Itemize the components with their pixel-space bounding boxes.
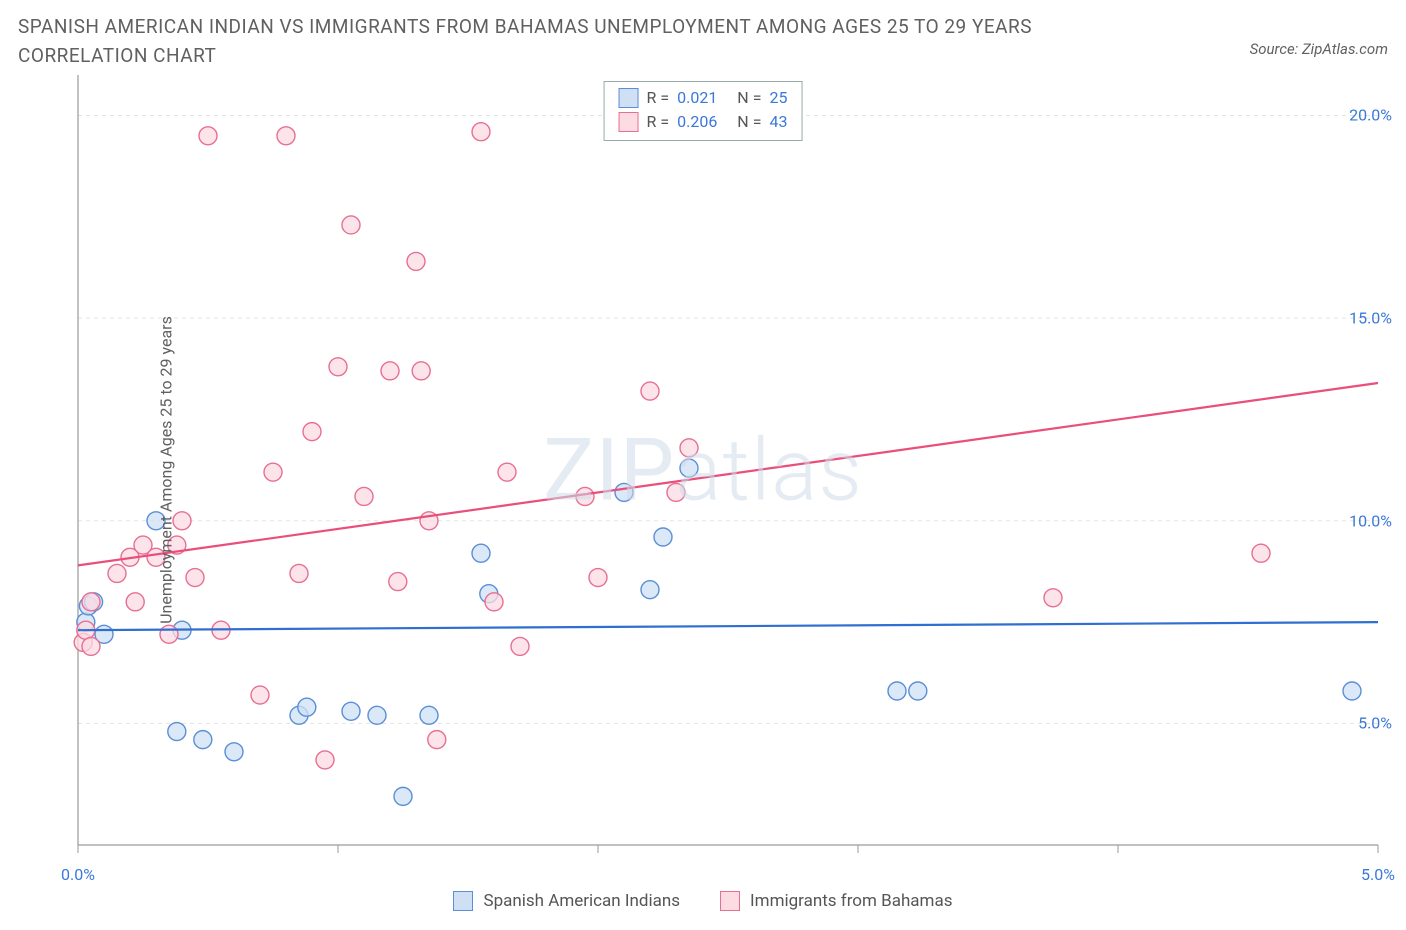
legend-row-series2: R = 0.206 N = 43 (619, 110, 788, 134)
source-credit: Source: ZipAtlas.com (1250, 12, 1388, 58)
swatch-series1 (619, 88, 639, 108)
x-axis-tick-labels: 0.0%5.0% (78, 865, 1378, 889)
chart-area: Unemployment Among Ages 25 to 29 years Z… (18, 75, 1388, 865)
legend-item-series1: Spanish American Indians (453, 891, 680, 911)
legend-item-series2: Immigrants from Bahamas (720, 891, 952, 911)
legend-row-series1: R = 0.021 N = 25 (619, 86, 788, 110)
swatch-icon (720, 891, 740, 911)
series-legend: Spanish American Indians Immigrants from… (18, 891, 1388, 911)
y-axis-label: Unemployment Among Ages 25 to 29 years (156, 316, 175, 624)
chart-title: SPANISH AMERICAN INDIAN VS IMMIGRANTS FR… (18, 12, 1138, 71)
r-value-series2: 0.206 (677, 110, 717, 134)
r-value-series1: 0.021 (677, 86, 717, 110)
correlation-legend: R = 0.021 N = 25 R = 0.206 N = 43 (604, 81, 803, 141)
n-value-series2: 43 (769, 110, 787, 134)
scatter-plot-svg (18, 75, 1388, 865)
swatch-series2 (619, 112, 639, 132)
y-axis-tick-labels: 5.0%10.0%15.0%20.0% (1322, 75, 1392, 845)
n-value-series1: 25 (769, 86, 787, 110)
swatch-icon (453, 891, 473, 911)
